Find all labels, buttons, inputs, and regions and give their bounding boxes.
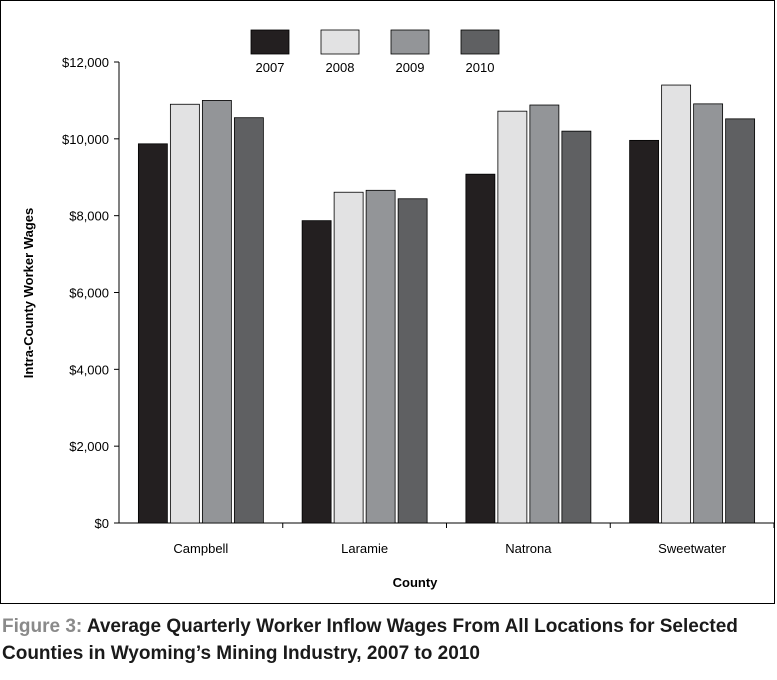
chart-frame [0, 0, 775, 604]
bar-campbell-2007 [137, 143, 168, 524]
bar-laramie-2007 [301, 220, 332, 524]
y-axis-title: Intra-County Worker Wages [21, 208, 36, 378]
y-tick-label: $8,000 [69, 209, 109, 224]
x-tick-label: Natrona [505, 541, 552, 556]
bar-laramie-2008 [333, 191, 364, 524]
bar-natrona-2009 [529, 104, 560, 524]
bar-laramie-2009 [365, 189, 396, 524]
legend-label-2009: 2009 [396, 60, 425, 75]
legend-swatch-2008 [320, 29, 360, 55]
legend-swatch-2007 [250, 29, 290, 55]
bar-campbell-2008 [169, 103, 200, 524]
chart-axes: $0 $2,000 $4,000 $6,000 $8,000 $10,000 $12,000… [62, 55, 775, 556]
legend-swatch-2010 [460, 29, 500, 55]
figure-caption: Figure 3: Average Quarterly Worker Inflo… [2, 613, 772, 667]
x-tick-label: Campbell [173, 541, 228, 556]
legend-swatch-2009 [390, 29, 430, 55]
chart-bars [137, 84, 756, 524]
x-tick-label: Laramie [341, 541, 388, 556]
bar-sweetwater-2007 [629, 139, 660, 524]
y-tick-label: $10,000 [62, 132, 109, 147]
x-axis-title: County [393, 575, 439, 590]
bar-sweetwater-2009 [693, 103, 724, 524]
y-tick-label: $2,000 [69, 439, 109, 454]
bar-campbell-2009 [201, 100, 232, 524]
bar-campbell-2010 [233, 117, 264, 524]
bar-chart: $0 $2,000 $4,000 $6,000 $8,000 $10,000 $12,000… [21, 29, 775, 590]
legend-label-2008: 2008 [326, 60, 355, 75]
bar-natrona-2007 [465, 173, 496, 524]
bar-sweetwater-2008 [661, 84, 692, 524]
chart-legend: 2007 2008 2009 2010 [250, 29, 500, 75]
bar-natrona-2008 [497, 110, 528, 524]
bar-sweetwater-2010 [725, 118, 756, 524]
x-tick-label: Sweetwater [658, 541, 727, 556]
bar-laramie-2010 [397, 198, 428, 524]
legend-label-2010: 2010 [466, 60, 495, 75]
figure-title: Average Quarterly Worker Inflow Wages Fr… [2, 616, 738, 664]
legend-label-2007: 2007 [256, 60, 285, 75]
figure-number: Figure 3: [2, 616, 83, 637]
y-tick-label: $12,000 [62, 55, 109, 70]
bar-natrona-2010 [561, 130, 592, 524]
y-tick-label: $4,000 [69, 362, 109, 377]
y-tick-label: $0 [95, 516, 109, 531]
y-tick-label: $6,000 [69, 286, 109, 301]
